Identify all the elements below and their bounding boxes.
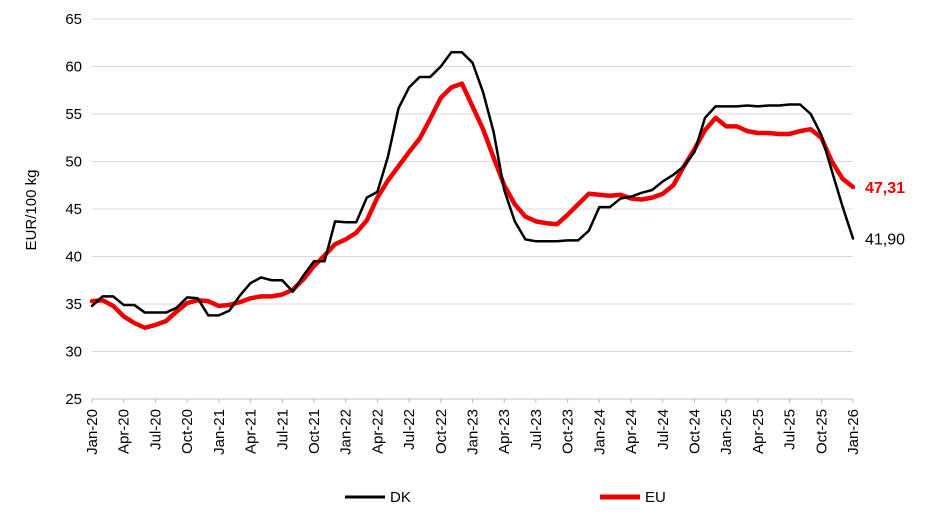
x-tick-label: Apr-24 — [623, 409, 640, 454]
x-tick-label: Jan-24 — [591, 409, 608, 455]
y-tick-label: 50 — [65, 154, 82, 171]
x-tick-label: Oct-25 — [813, 409, 830, 454]
x-tick-label: Oct-24 — [686, 409, 703, 454]
y-tick-label: 30 — [65, 344, 82, 361]
y-tick-label: 45 — [65, 201, 82, 218]
legend-item-eu: EU — [600, 489, 666, 506]
end-label-eu: 47,31 — [865, 180, 905, 197]
x-tick-label: Apr-21 — [243, 409, 260, 454]
x-tick-label: Oct-21 — [306, 409, 323, 454]
y-axis-title: EUR/100 kg — [23, 170, 40, 251]
x-tick-label: Apr-25 — [750, 409, 767, 454]
x-tick-label: Apr-22 — [369, 409, 386, 454]
y-tick-label: 35 — [65, 296, 82, 313]
x-axis: Jan-20 Apr-20 Jul-20 Oct-20 Jan-21 Apr-21 Jul-… — [84, 398, 862, 455]
series-line-dk — [90, 51, 855, 317]
x-tick-label: Jan-23 — [465, 409, 482, 455]
gridlines — [92, 18, 853, 400]
x-tick-label: Jul-23 — [528, 409, 545, 450]
end-label-dk: 41,90 — [865, 231, 905, 248]
y-tick-label: 25 — [65, 391, 82, 408]
x-tick-label: Apr-23 — [496, 409, 513, 454]
x-tick-label: Jul-20 — [147, 409, 164, 450]
y-axis: 25 30 35 40 45 50 55 60 65 — [65, 11, 82, 408]
legend-label: EU — [645, 489, 666, 506]
series-line-eu — [89, 81, 856, 330]
legend-label: DK — [390, 489, 411, 506]
series-lines — [89, 51, 856, 330]
y-tick-label: 55 — [65, 106, 82, 123]
y-tick-label: 65 — [65, 11, 82, 28]
x-tick-label: Jan-25 — [718, 409, 735, 455]
x-tick-label: Jan-22 — [338, 409, 355, 455]
x-tick-label: Oct-23 — [560, 409, 577, 454]
legend: DK EU — [345, 489, 666, 506]
y-tick-label: 40 — [65, 249, 82, 266]
x-tick-label: Oct-22 — [433, 409, 450, 454]
x-tick-label: Jan-20 — [84, 409, 101, 455]
x-tick-label: Jul-21 — [274, 409, 291, 450]
x-tick-label: Jan-26 — [845, 409, 862, 455]
x-tick-label: Jul-25 — [782, 409, 799, 450]
end-labels: 41,90 47,31 — [865, 180, 905, 248]
y-tick-label: 60 — [65, 59, 82, 76]
x-tick-label: Apr-20 — [116, 409, 133, 454]
x-tick-label: Oct-20 — [179, 409, 196, 454]
legend-item-dk: DK — [345, 489, 411, 506]
x-tick-label: Jan-21 — [211, 409, 228, 455]
x-tick-label: Jul-24 — [655, 409, 672, 450]
x-tick-label: Jul-22 — [401, 409, 418, 450]
